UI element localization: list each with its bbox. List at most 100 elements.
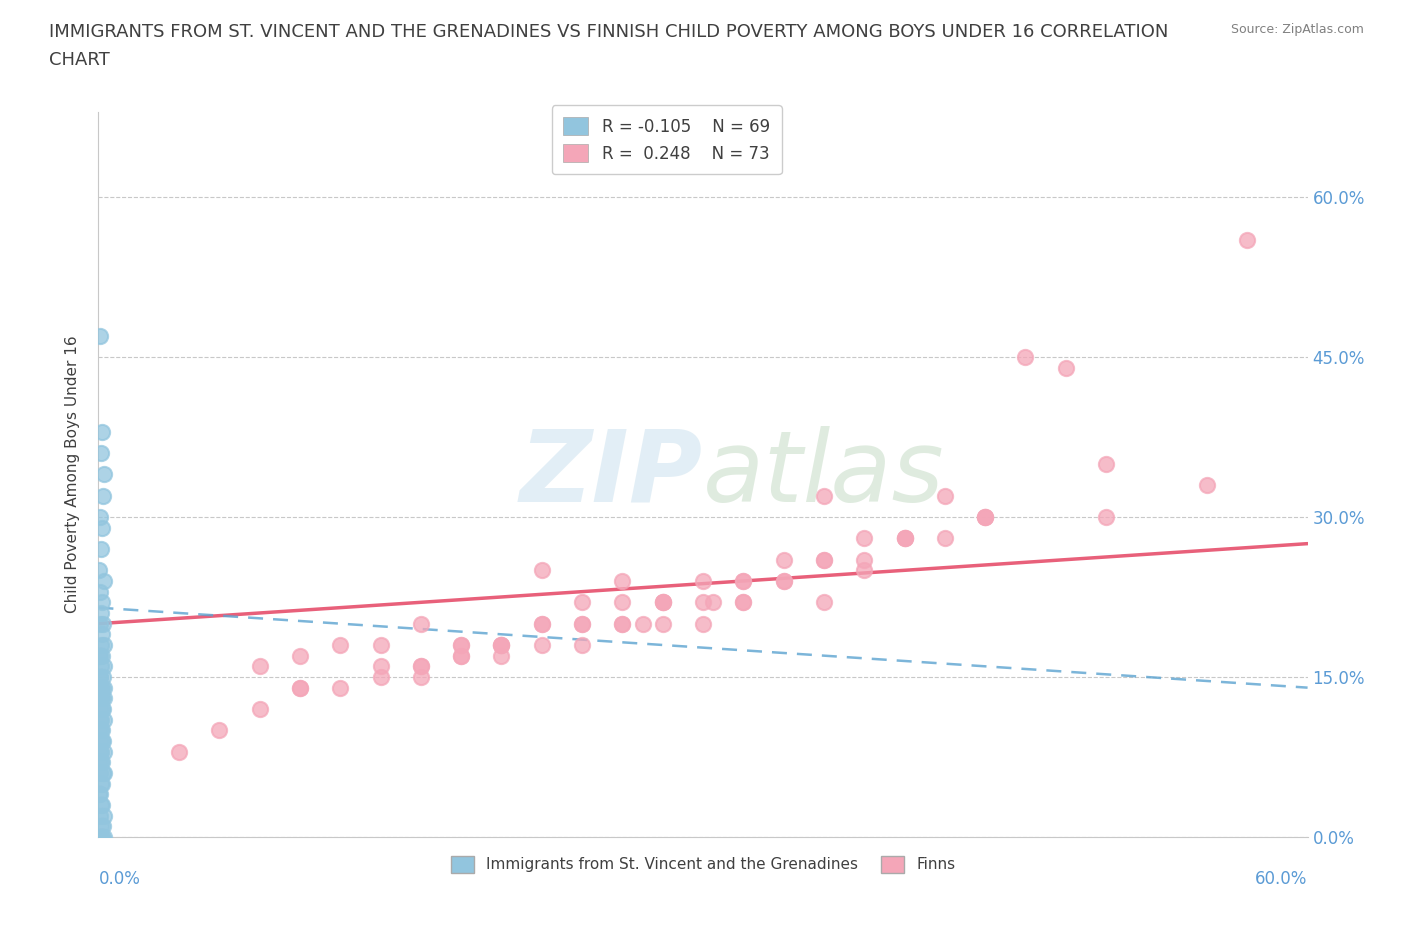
Point [249, 701, 271, 716]
Point [853, 552, 876, 567]
Text: IMMIGRANTS FROM ST. VINCENT AND THE GRENADINES VS FINNISH CHILD POVERTY AMONG BO: IMMIGRANTS FROM ST. VINCENT AND THE GREN… [49, 23, 1168, 41]
Point [89, 617, 111, 631]
Point [329, 638, 352, 653]
Point [934, 488, 956, 503]
Point [93, 765, 115, 780]
Point [893, 531, 915, 546]
Point [91, 680, 114, 695]
Point [89, 787, 111, 802]
Point [974, 510, 997, 525]
Point [208, 723, 231, 737]
Point [91, 701, 114, 716]
Point [733, 574, 755, 589]
Point [90, 680, 112, 695]
Point [491, 638, 513, 653]
Point [1236, 232, 1258, 247]
Point [813, 552, 835, 567]
Point [530, 617, 553, 631]
Point [813, 488, 835, 503]
Point [1095, 457, 1118, 472]
Point [813, 552, 835, 567]
Point [89, 510, 111, 525]
Point [89, 755, 111, 770]
Point [530, 563, 553, 578]
Text: ZIP: ZIP [520, 426, 703, 523]
Point [93, 488, 115, 503]
Point [692, 574, 714, 589]
Point [651, 595, 673, 610]
Point [772, 574, 794, 589]
Point [91, 777, 114, 791]
Point [571, 617, 593, 631]
Point [651, 595, 673, 610]
Point [93, 765, 115, 780]
Point [90, 723, 112, 737]
Point [733, 595, 755, 610]
Point [853, 531, 876, 546]
Point [93, 819, 115, 834]
Point [89, 787, 111, 802]
Point [90, 638, 112, 653]
Point [409, 658, 432, 673]
Point [288, 680, 311, 695]
Y-axis label: Child Poverty Among Boys Under 16: Child Poverty Among Boys Under 16 [65, 336, 80, 613]
Point [90, 777, 112, 791]
Point [89, 723, 111, 737]
Text: 0.0%: 0.0% [98, 870, 141, 887]
Point [530, 638, 553, 653]
Point [329, 680, 352, 695]
Point [93, 691, 115, 706]
Point [91, 798, 114, 813]
Point [93, 680, 115, 695]
Point [612, 574, 634, 589]
Point [631, 617, 654, 631]
Point [89, 328, 111, 343]
Point [733, 595, 755, 610]
Point [813, 595, 835, 610]
Point [409, 670, 432, 684]
Point [772, 574, 794, 589]
Point [651, 617, 673, 631]
Point [853, 563, 876, 578]
Point [1195, 477, 1218, 492]
Point [90, 744, 112, 759]
Point [90, 605, 112, 620]
Point [571, 638, 593, 653]
Point [612, 595, 634, 610]
Point [89, 701, 111, 716]
Point [93, 701, 115, 716]
Point [893, 531, 915, 546]
Point [91, 734, 114, 749]
Point [450, 638, 472, 653]
Point [692, 617, 714, 631]
Point [89, 734, 111, 749]
Point [612, 617, 634, 631]
Point [491, 638, 513, 653]
Point [530, 617, 553, 631]
Point [90, 819, 112, 834]
Point [93, 734, 115, 749]
Point [93, 574, 115, 589]
Point [651, 595, 673, 610]
Point [249, 658, 271, 673]
Point [974, 510, 997, 525]
Point [90, 691, 112, 706]
Point [93, 830, 115, 844]
Point [288, 648, 311, 663]
Point [91, 648, 114, 663]
Point [974, 510, 997, 525]
Point [91, 595, 114, 610]
Point [491, 648, 513, 663]
Point [90, 755, 112, 770]
Point [90, 658, 112, 673]
Point [450, 648, 472, 663]
Point [89, 680, 111, 695]
Point [409, 658, 432, 673]
Point [1014, 350, 1036, 365]
Point [93, 712, 115, 727]
Text: Source: ZipAtlas.com: Source: ZipAtlas.com [1230, 23, 1364, 36]
Point [733, 574, 755, 589]
Point [89, 563, 111, 578]
Point [89, 648, 111, 663]
Text: atlas: atlas [703, 426, 945, 523]
